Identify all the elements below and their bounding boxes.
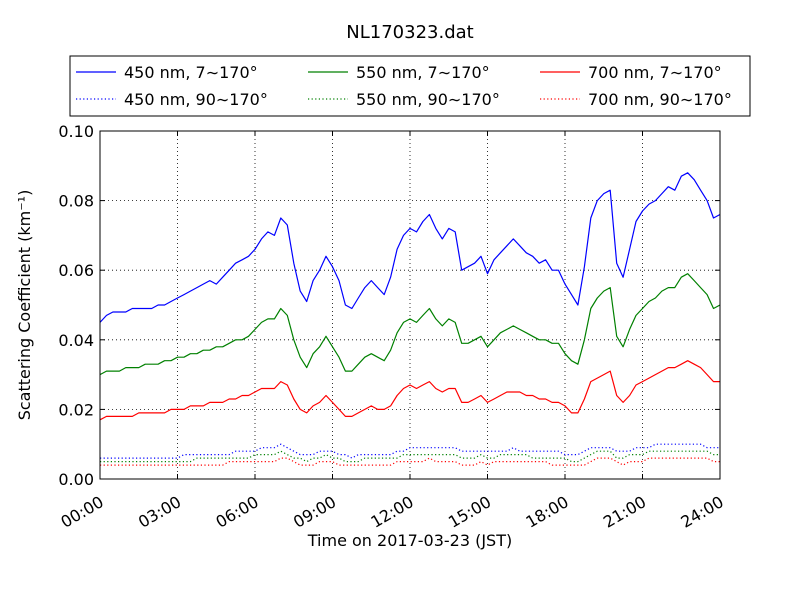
legend-label: 550 nm, 7∼170° — [356, 63, 490, 82]
y-axis: 0.00 0.02 0.04 0.06 0.08 0.10 — [58, 122, 720, 489]
legend-label: 550 nm, 90∼170° — [356, 90, 500, 109]
y-tick-label: 0.02 — [58, 400, 94, 419]
legend-label: 450 nm, 7∼170° — [124, 63, 258, 82]
legend-label: 700 nm, 90∼170° — [588, 90, 732, 109]
legend-box — [69, 55, 751, 117]
y-tick-label: 0.10 — [58, 122, 94, 141]
y-tick-label: 0.06 — [58, 261, 94, 280]
series-line-4 — [100, 450, 720, 463]
x-axis-label: Time on 2017-03-23 (JST) — [307, 531, 512, 550]
y-tick-label: 0.04 — [58, 331, 94, 350]
y-tick-label: 0.08 — [58, 192, 94, 211]
legend-label: 700 nm, 7∼170° — [588, 63, 722, 82]
chart-title: NL170323.dat — [346, 22, 473, 43]
legend: 450 nm, 7∼170° 550 nm, 7∼170° 700 nm, 7∼17… — [69, 55, 751, 117]
legend-label: 450 nm, 90∼170° — [124, 90, 268, 109]
series-line-2 — [99, 360, 720, 421]
y-tick-label: 0.00 — [58, 470, 94, 489]
series-line-0 — [99, 172, 721, 323]
series-line-1 — [99, 273, 721, 376]
series-line-3 — [100, 443, 720, 459]
series-layer — [99, 172, 721, 466]
y-axis-label: Scattering Coefficient (km⁻¹) — [15, 190, 34, 421]
